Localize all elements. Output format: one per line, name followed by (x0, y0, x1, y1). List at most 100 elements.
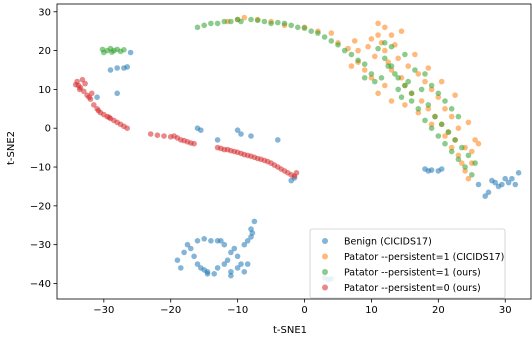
legend-marker (322, 269, 328, 275)
data-point (408, 98, 415, 104)
x-tick-label: 0 (301, 305, 307, 316)
data-point (505, 179, 512, 186)
legend-box (309, 228, 506, 299)
data-point (465, 152, 472, 159)
data-point (178, 265, 184, 271)
data-point (452, 137, 458, 143)
data-point (422, 117, 428, 124)
data-point (348, 63, 355, 69)
data-point (425, 102, 432, 108)
data-point (341, 47, 348, 54)
data-point (368, 36, 375, 42)
data-point (459, 160, 465, 166)
data-point (442, 106, 448, 112)
data-point (388, 63, 395, 69)
data-point (214, 265, 221, 271)
data-point (418, 98, 425, 104)
data-point (201, 22, 207, 29)
data-point (405, 63, 412, 69)
data-point (174, 257, 181, 264)
legend-entry: Benign (CICIDS17) (344, 237, 432, 248)
y-tick-label: −30 (30, 240, 51, 251)
legend: Benign (CICIDS17) Patator --persistent=1 … (309, 228, 506, 299)
data-point (194, 261, 201, 267)
data-point (86, 94, 92, 100)
data-point (388, 98, 395, 104)
data-point (402, 82, 408, 89)
data-point (224, 257, 231, 264)
data-point (475, 140, 482, 147)
data-point (395, 86, 402, 93)
data-point (204, 271, 211, 277)
y-tick-label: −20 (30, 201, 51, 212)
data-point (228, 249, 234, 256)
data-point (191, 253, 197, 260)
data-point (248, 133, 254, 139)
data-point (442, 98, 448, 104)
data-point (375, 32, 381, 38)
legend-entry: Patator --persistent=1 (ours) (344, 268, 481, 279)
data-point (462, 164, 468, 170)
legend-entry: Patator --persistent=0 (ours) (344, 283, 481, 294)
data-point (375, 90, 381, 97)
data-point (241, 269, 248, 275)
plot-frame (56, 3, 532, 300)
data-point (248, 16, 254, 23)
data-point (244, 238, 251, 244)
data-point (455, 125, 462, 131)
data-point (328, 38, 335, 44)
data-point (254, 17, 261, 24)
data-point (249, 230, 256, 236)
data-point (448, 148, 455, 155)
data-point (361, 67, 368, 73)
x-tick-label: 10 (365, 305, 378, 316)
data-point (382, 24, 388, 31)
data-points (72, 14, 522, 283)
data-point (418, 86, 425, 93)
data-point (395, 55, 402, 62)
data-point (228, 272, 234, 279)
data-point (455, 156, 462, 163)
data-point (375, 20, 381, 27)
data-point (228, 269, 234, 275)
y-tick-label: −10 (30, 163, 51, 174)
data-point (124, 125, 130, 131)
data-point (281, 20, 288, 27)
data-point (184, 241, 191, 248)
data-point (72, 81, 79, 88)
data-point (412, 67, 418, 73)
data-point (365, 43, 371, 50)
data-point (395, 75, 402, 81)
data-point (194, 24, 201, 31)
data-point (238, 131, 244, 137)
data-point (392, 71, 398, 77)
data-point (301, 25, 308, 31)
data-point (231, 245, 238, 252)
data-point (459, 144, 465, 151)
data-point (106, 114, 112, 121)
y-tick-label: 30 (38, 7, 51, 18)
data-point (275, 19, 281, 26)
data-point (361, 61, 368, 67)
x-tick-label: −30 (93, 305, 114, 316)
data-point (214, 137, 221, 143)
data-point (238, 18, 244, 25)
x-axis: −30 −20 −10 0 10 20 30 (93, 299, 512, 316)
data-point (308, 28, 315, 34)
data-point (422, 71, 428, 77)
data-point (499, 181, 505, 188)
data-point (438, 121, 445, 128)
data-point (275, 137, 281, 143)
data-point (455, 152, 462, 159)
data-point (382, 40, 388, 46)
data-point (482, 193, 489, 199)
data-point (221, 261, 228, 267)
data-point (124, 64, 130, 70)
data-point (335, 42, 341, 48)
data-point (208, 238, 214, 244)
data-point (91, 102, 97, 108)
data-point (293, 170, 300, 176)
data-point (181, 249, 187, 256)
data-point (448, 144, 455, 151)
data-point (462, 168, 468, 174)
